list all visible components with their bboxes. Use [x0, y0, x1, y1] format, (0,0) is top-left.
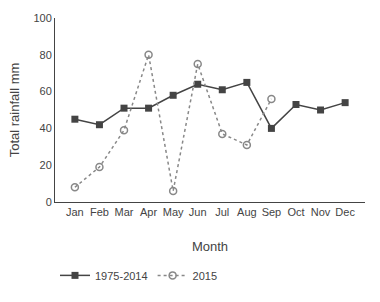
svg-text:60: 60: [40, 85, 52, 97]
svg-text:Jun: Jun: [189, 206, 207, 218]
svg-text:0: 0: [46, 196, 52, 208]
svg-text:Sep: Sep: [262, 206, 282, 218]
svg-text:1975-2014: 1975-2014: [95, 270, 148, 282]
svg-text:Dec: Dec: [335, 206, 355, 218]
svg-text:Oct: Oct: [287, 206, 304, 218]
svg-text:Mar: Mar: [115, 206, 134, 218]
svg-text:2015: 2015: [193, 270, 217, 282]
svg-text:Total rainfall mm: Total rainfall mm: [7, 63, 22, 158]
svg-text:Month: Month: [192, 239, 228, 254]
svg-text:80: 80: [40, 49, 52, 61]
svg-text:40: 40: [40, 122, 52, 134]
svg-text:Nov: Nov: [311, 206, 331, 218]
svg-text:20: 20: [40, 159, 52, 171]
svg-text:Jan: Jan: [66, 206, 84, 218]
svg-text:100: 100: [33, 12, 51, 24]
svg-text:Jul: Jul: [215, 206, 229, 218]
svg-text:Aug: Aug: [237, 206, 257, 218]
svg-text:Apr: Apr: [140, 206, 157, 218]
svg-text:Feb: Feb: [90, 206, 109, 218]
svg-text:May: May: [163, 206, 184, 218]
